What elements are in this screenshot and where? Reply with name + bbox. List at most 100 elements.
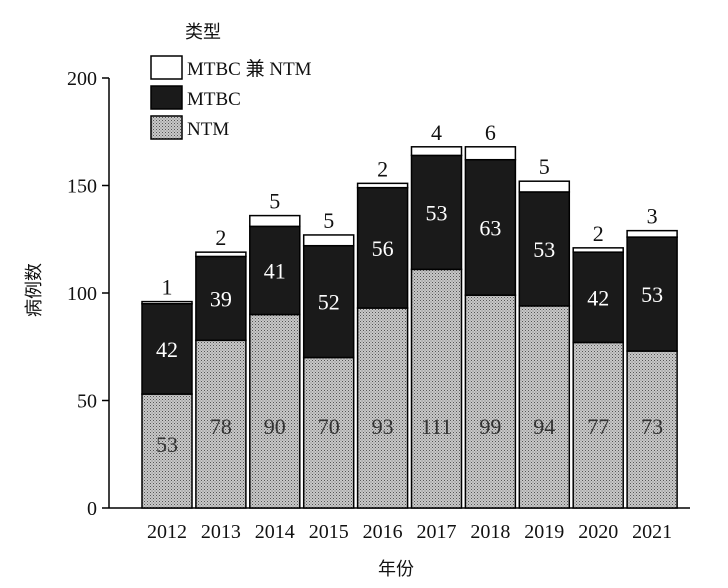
- bars: 5342178392904157052593562111534996369453…: [141, 120, 678, 509]
- bar-group-2013: 78 39 2: [195, 225, 247, 509]
- bar-segment-2013-0: [195, 339, 247, 509]
- bar-segment-2020-1: [572, 251, 624, 344]
- x-tick-label-2015: 2015: [309, 521, 349, 543]
- data-label-2012-1: 42: [156, 337, 178, 362]
- data-label-2015-0: 70: [318, 414, 340, 439]
- data-label-2021-1: 53: [641, 282, 663, 307]
- data-label-2019-0: 94: [533, 414, 555, 439]
- data-label-2014-1: 41: [264, 258, 286, 283]
- bar-group-2019: 94 53 5: [518, 154, 571, 509]
- legend-swatch: [150, 115, 183, 140]
- bar-segment-2012-0: [141, 393, 193, 509]
- legend-label: MTBC 兼 NTM: [187, 58, 312, 80]
- x-tick-label-2014: 2014: [255, 521, 295, 543]
- bar-group-2016: 93 56 2: [356, 156, 409, 509]
- bar-segment-2014-2: [249, 214, 301, 228]
- data-label-2017-0: 111: [421, 414, 452, 439]
- bar-segment-2021-0: [626, 350, 678, 509]
- y-tick-label: 0: [87, 498, 97, 520]
- bar-segment-2013-1: [195, 255, 247, 342]
- bar-group-2017: 111 53 4: [410, 120, 463, 509]
- data-label-2013-2: 2: [215, 225, 226, 250]
- data-label-2017-2: 4: [431, 120, 442, 145]
- data-label-2012-0: 53: [156, 432, 178, 457]
- y-tick-label: 100: [67, 283, 97, 305]
- bar-segment-2020-0: [572, 341, 624, 509]
- data-label-2020-2: 2: [593, 221, 604, 246]
- data-label-2013-0: 78: [210, 414, 232, 439]
- data-label-2021-0: 73: [641, 414, 663, 439]
- bar-group-2021: 73 53 3: [626, 204, 678, 509]
- bar-segment-2021-2: [626, 229, 678, 238]
- x-axis-ticks: 2012 2013 2014 2015 2016 2017 2018 2019 2020 2021: [147, 521, 672, 543]
- data-label-2016-0: 93: [372, 414, 394, 439]
- x-tick-label-2016: 2016: [363, 521, 403, 543]
- legend-label: NTM: [187, 119, 229, 140]
- bar-segment-2016-0: [356, 307, 409, 509]
- data-label-2017-1: 53: [426, 200, 448, 225]
- bar-segment-2017-2: [410, 146, 463, 157]
- y-tick-label: 200: [67, 68, 97, 90]
- legend-swatch: [150, 55, 183, 80]
- bar-group-2012: 53 42 1: [141, 275, 193, 509]
- bar-segment-2018-1: [464, 158, 517, 296]
- y-axis-label: 病例数: [24, 263, 45, 317]
- y-tick-label: 150: [67, 176, 97, 198]
- legend-label: MTBC: [187, 89, 241, 110]
- bar-segment-2013-2: [195, 251, 247, 258]
- bar-segment-2014-0: [249, 313, 301, 509]
- data-label-2018-0: 99: [479, 414, 501, 439]
- legend-swatch: [150, 85, 183, 110]
- data-label-2018-2: 6: [485, 120, 496, 145]
- data-label-2016-2: 2: [377, 156, 388, 181]
- bar-segment-2015-1: [302, 244, 355, 359]
- bar-segment-2017-1: [410, 154, 463, 271]
- data-label-2013-1: 39: [210, 286, 232, 311]
- bar-group-2014: 90 41 5: [249, 189, 301, 509]
- data-label-2019-2: 5: [539, 154, 550, 179]
- bar-segment-2016-1: [356, 186, 409, 309]
- data-label-2014-0: 90: [264, 414, 286, 439]
- bar-segment-2019-2: [518, 180, 571, 193]
- bar-group-2020: 77 42 2: [572, 221, 624, 509]
- x-tick-label-2018: 2018: [470, 521, 510, 543]
- y-tick-label: 50: [77, 391, 97, 413]
- bar-segment-2012-1: [141, 303, 193, 395]
- bar-segment-2015-2: [302, 234, 355, 247]
- bar-segment-2019-1: [518, 191, 571, 307]
- data-label-2021-2: 3: [647, 204, 658, 229]
- bar-segment-2018-2: [464, 146, 517, 161]
- bar-segment-2019-0: [518, 305, 571, 509]
- legend-title: 类型: [185, 22, 221, 43]
- data-label-2014-2: 5: [269, 189, 280, 214]
- x-tick-label-2012: 2012: [147, 521, 187, 543]
- bar-group-2018: 99 63 6: [464, 120, 517, 509]
- data-label-2019-1: 53: [533, 237, 555, 262]
- x-tick-label-2017: 2017: [417, 521, 457, 543]
- data-label-2020-0: 77: [587, 414, 609, 439]
- data-label-2016-1: 56: [372, 236, 394, 261]
- bar-segment-2014-1: [249, 225, 301, 316]
- x-tick-label-2019: 2019: [524, 521, 564, 543]
- data-label-2012-2: 1: [162, 275, 173, 300]
- bar-segment-2017-0: [410, 268, 463, 509]
- bar-segment-2015-0: [302, 356, 355, 509]
- data-label-2015-2: 5: [323, 208, 334, 233]
- data-label-2018-1: 63: [479, 215, 501, 240]
- bar-segment-2021-1: [626, 236, 678, 352]
- x-tick-label-2021: 2021: [632, 521, 672, 543]
- bar-segment-2018-0: [464, 294, 517, 509]
- bar-segment-2012-2: [141, 300, 193, 305]
- x-tick-label-2013: 2013: [201, 521, 241, 543]
- data-label-2020-1: 42: [587, 285, 609, 310]
- y-axis-ticks: 0 50 100 150 200: [67, 68, 109, 520]
- bar-segment-2016-2: [356, 182, 409, 189]
- data-label-2015-1: 52: [318, 290, 340, 315]
- bar-segment-2020-2: [572, 247, 624, 253]
- x-axis-label: 年份: [378, 559, 414, 580]
- bar-group-2015: 70 52 5: [302, 208, 355, 509]
- x-tick-label-2020: 2020: [578, 521, 618, 543]
- legend: 类型 MTBC 兼 NTM MTBC NTM: [150, 22, 312, 140]
